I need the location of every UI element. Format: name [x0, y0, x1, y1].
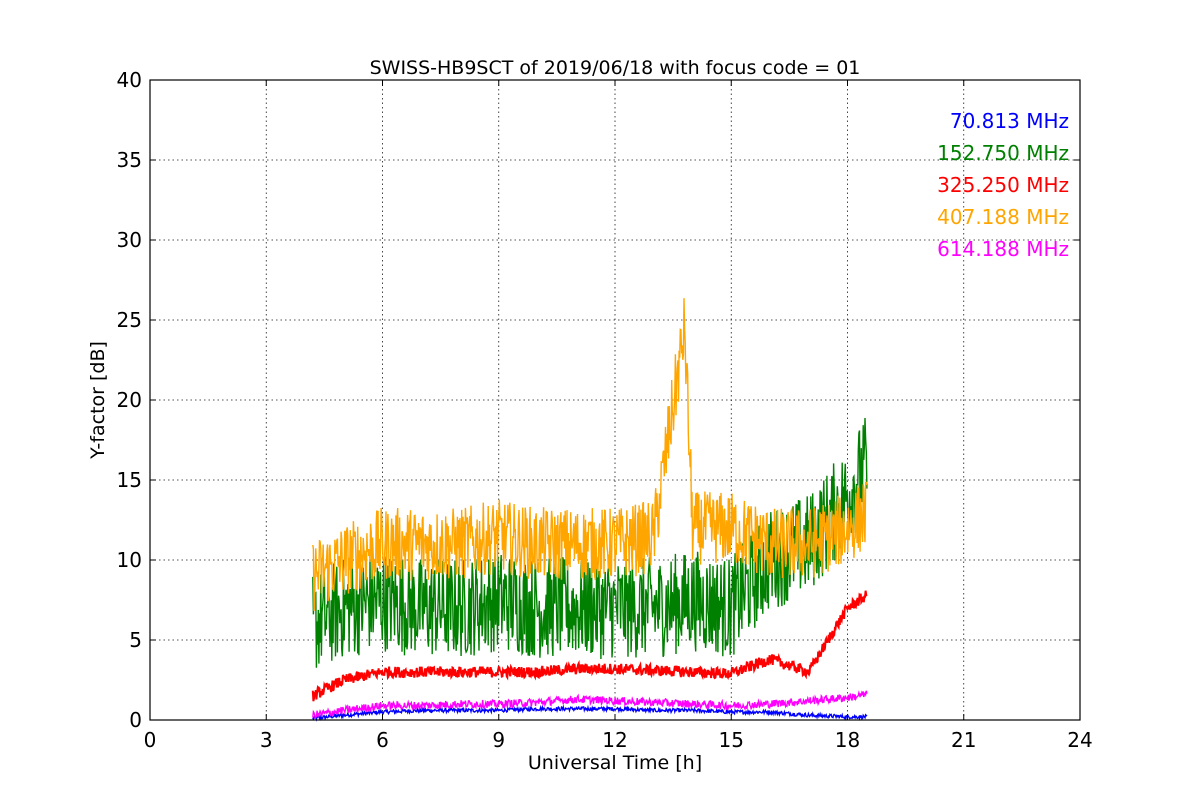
y-tick-label: 5 [129, 628, 142, 652]
y-tick-label: 0 [129, 708, 142, 732]
x-tick-label: 24 [1067, 728, 1092, 752]
x-tick-label: 6 [376, 728, 389, 752]
chart-title: SWISS-HB9SCT of 2019/06/18 with focus co… [370, 57, 861, 79]
y-tick-label: 10 [117, 548, 142, 572]
legend-entry: 407.188 MHz [937, 205, 1069, 229]
series-line-70-813-mhz [312, 704, 868, 722]
x-tick-label: 12 [602, 728, 627, 752]
x-tick-label: 21 [951, 728, 976, 752]
y-tick-label: 40 [117, 68, 142, 92]
tick-layer: 0 3 6 9 12 15 18 21 24 0 5 10 15 20 25 30 35 40 [117, 68, 1093, 752]
x-tick-label: 0 [144, 728, 157, 752]
y-axis-label: Y-factor [dB] [87, 341, 109, 460]
x-tick-label: 15 [719, 728, 744, 752]
x-tick-label: 3 [260, 728, 273, 752]
legend-entry: 152.750 MHz [937, 141, 1069, 165]
x-tick-label: 9 [492, 728, 505, 752]
y-tick-label: 20 [117, 388, 142, 412]
x-axis-label: Universal Time [h] [528, 752, 702, 774]
x-tick-label: 18 [835, 728, 860, 752]
legend-entry: 614.188 MHz [937, 237, 1069, 261]
y-tick-label: 25 [117, 308, 142, 332]
legend: 70.813 MHz 152.750 MHz 325.250 MHz 407.188 … [937, 109, 1069, 261]
y-tick-label: 15 [117, 468, 142, 492]
y-tick-label: 35 [117, 148, 142, 172]
series-line-614-188-mhz [312, 690, 868, 719]
series-layer [311, 298, 868, 722]
legend-entry: 325.250 MHz [937, 173, 1069, 197]
series-line-407-188-mhz [312, 298, 868, 611]
y-tick-label: 30 [117, 228, 142, 252]
series-line-325-250-mhz [311, 590, 868, 702]
legend-entry: 70.813 MHz [950, 109, 1069, 133]
